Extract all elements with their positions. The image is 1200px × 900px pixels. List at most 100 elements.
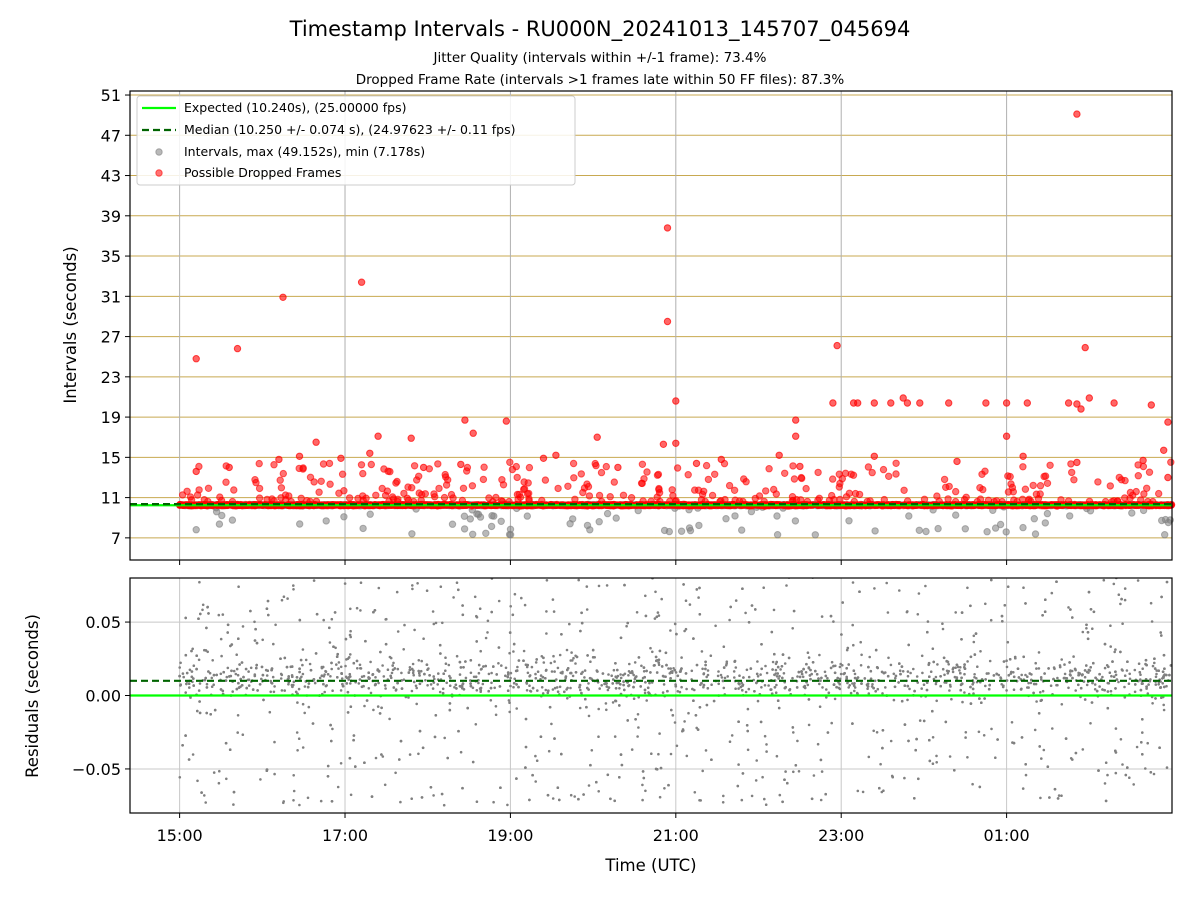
residual-point — [178, 666, 181, 669]
residual-point — [236, 673, 240, 677]
residual-point — [935, 754, 938, 758]
residual-point — [408, 753, 412, 756]
dropped-frame-point — [855, 490, 864, 499]
dropped-frame-point — [571, 495, 579, 503]
residual-point — [784, 770, 787, 773]
dropped-frame-point — [1006, 472, 1014, 481]
residual-point — [1006, 640, 1010, 644]
residual-point — [384, 687, 387, 690]
residual-point — [619, 676, 623, 680]
dropped-frame-outlier-41 — [1147, 401, 1156, 409]
residual-point — [349, 607, 352, 611]
residual-point — [553, 686, 557, 690]
dropped-frame-point — [597, 468, 606, 477]
residual-point — [566, 697, 569, 700]
residual-point — [663, 787, 666, 790]
residual-point — [641, 783, 644, 787]
residual-point — [641, 798, 644, 802]
residual-point — [477, 671, 481, 675]
residual-point — [853, 689, 856, 693]
residual-point — [219, 672, 223, 676]
residual-point — [295, 731, 299, 734]
dropped-frame-point — [463, 467, 471, 475]
residual-point — [879, 762, 882, 766]
residual-point — [846, 681, 849, 685]
dropped-frame-point — [515, 490, 523, 499]
dropped-frame-outlier-14 — [469, 429, 477, 437]
residual-point — [1085, 670, 1089, 674]
residual-point — [1151, 664, 1155, 668]
dropped-frame-point — [270, 497, 278, 505]
residual-point — [669, 667, 672, 670]
residual-point — [959, 575, 962, 578]
residual-point — [490, 681, 493, 685]
dropped-frame-point — [602, 462, 610, 471]
intervals-ytick-label-6: 31 — [101, 287, 121, 306]
residual-point — [181, 672, 185, 675]
dropped-frame-point — [359, 496, 367, 504]
residual-point — [881, 692, 884, 695]
intervals-ytick-label-2: 15 — [101, 448, 121, 467]
residual-point — [1120, 668, 1124, 671]
residual-point — [922, 683, 926, 686]
dropped-frame-outlier-52 — [614, 463, 622, 472]
residual-point — [191, 753, 195, 756]
residual-point — [301, 648, 305, 651]
residual-point — [714, 624, 717, 628]
interval-point — [1002, 528, 1010, 536]
residual-point — [680, 656, 683, 659]
interval-point — [469, 530, 477, 538]
residual-point — [1110, 674, 1113, 678]
residual-point — [1067, 606, 1070, 609]
residual-point — [542, 661, 546, 664]
residual-point — [528, 674, 532, 677]
residual-point — [880, 790, 884, 794]
residual-point — [458, 673, 462, 676]
residual-point — [756, 675, 760, 678]
residual-point — [551, 797, 555, 800]
residual-point — [590, 749, 594, 752]
residual-point — [981, 573, 984, 576]
residual-point — [475, 689, 479, 692]
dropped-frame-point — [417, 496, 425, 504]
dropped-frame-point — [525, 463, 534, 472]
residual-point — [1057, 794, 1061, 797]
residual-point — [964, 736, 967, 739]
dropped-frame-outlier-19 — [672, 439, 680, 447]
residual-point — [658, 732, 661, 735]
residual-point — [486, 631, 489, 634]
residual-point — [280, 689, 284, 692]
residual-point — [479, 649, 483, 653]
interval-point — [488, 512, 496, 520]
residual-point — [859, 664, 863, 667]
residual-point — [1133, 668, 1137, 672]
residual-point — [206, 606, 209, 609]
residual-point — [536, 670, 540, 673]
dropped-frame-outlier-51 — [552, 451, 560, 459]
residual-point — [382, 675, 386, 678]
residual-point — [392, 661, 395, 665]
dropped-frame-outlier-50 — [539, 454, 548, 462]
residual-point — [339, 689, 343, 692]
dropped-frame-point — [338, 470, 347, 478]
dropped-frame-point — [781, 469, 789, 477]
residual-point — [961, 700, 964, 704]
residual-point — [577, 578, 580, 582]
dropped-frame-point — [222, 478, 230, 486]
residual-point — [569, 686, 572, 690]
residual-point — [1165, 684, 1168, 688]
residual-point — [823, 670, 827, 674]
residual-point — [726, 675, 729, 678]
residual-point — [416, 582, 419, 585]
dropped-frame-point — [655, 489, 664, 497]
chart-subtitle-dropped: Dropped Frame Rate (intervals >1 frames … — [356, 72, 845, 88]
dropped-frame-point — [276, 476, 284, 484]
residual-point — [717, 682, 720, 686]
residual-point — [1089, 722, 1092, 725]
legend-intervals: Intervals, max (49.152s), min (7.178s) — [184, 144, 425, 159]
residual-point — [220, 654, 223, 658]
residual-point — [1051, 727, 1054, 730]
dropped-frame-point — [730, 486, 739, 494]
residual-point — [949, 685, 952, 688]
